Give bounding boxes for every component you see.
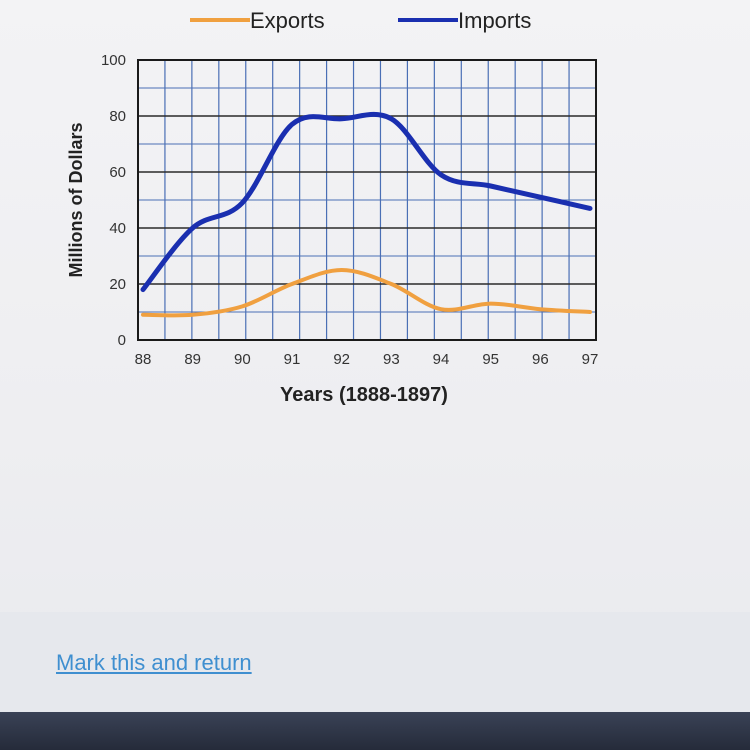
x-tick-label: 92 [333, 351, 350, 368]
legend-label-exports: Exports [250, 8, 325, 33]
legend-label-imports: Imports [458, 8, 531, 33]
y-tick-label: 60 [109, 164, 126, 181]
y-tick-label: 100 [101, 52, 126, 69]
x-tick-label: 95 [482, 351, 499, 368]
x-tick-label: 97 [582, 351, 599, 368]
series-line-imports [140, 111, 593, 293]
y-tick-label: 40 [109, 220, 126, 237]
footer-strip [0, 612, 750, 712]
plot-frame [137, 59, 597, 341]
y-tick-label: 20 [109, 276, 126, 293]
y-axis-ticks: 0 20 40 60 80 100 [101, 52, 126, 349]
monitor-bezel [0, 712, 750, 750]
x-tick-label: 90 [234, 351, 251, 368]
x-tick-label: 88 [135, 351, 152, 368]
x-tick-label: 91 [284, 351, 301, 368]
x-tick-label: 96 [532, 351, 549, 368]
chart-grid [138, 60, 596, 340]
y-axis-label: Millions of Dollars [66, 122, 86, 277]
legend: Exports Imports [190, 8, 531, 33]
x-tick-label: 89 [184, 351, 201, 368]
screen [0, 0, 750, 712]
chart-series [140, 111, 593, 318]
x-tick-label: 94 [433, 351, 450, 368]
line-chart: Exports Imports 0 20 40 60 80 100 88 89 90 91 92 93… [66, 8, 599, 406]
x-axis-label: Years (1888-1897) [280, 384, 448, 406]
x-axis-ticks: 88 89 90 91 92 93 94 95 96 97 [135, 351, 599, 368]
x-tick-label: 93 [383, 351, 400, 368]
mark-and-return-link[interactable]: Mark this and return [56, 650, 252, 675]
series-line-exports [141, 268, 592, 318]
y-tick-label: 80 [109, 108, 126, 125]
y-tick-label: 0 [118, 332, 126, 349]
